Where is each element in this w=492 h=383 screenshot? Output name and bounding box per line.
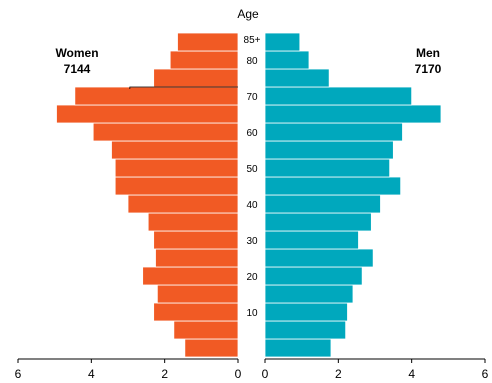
men-legend-label: Men 7170: [415, 46, 442, 76]
age-tick-label: 70: [246, 92, 258, 103]
women-bar: [92, 122, 239, 142]
age-tick-label: 40: [246, 200, 258, 211]
women-x-axis: 6 4 2 0: [15, 358, 242, 381]
women-axis-tick-label: 4: [88, 367, 95, 381]
women-bar: [114, 158, 239, 178]
men-bar: [264, 284, 354, 304]
women-bar: [153, 68, 239, 88]
men-bar: [264, 158, 391, 178]
women-bar: [142, 266, 239, 286]
men-bar: [264, 248, 374, 268]
women-bars: [56, 32, 239, 358]
women-bar: [56, 104, 239, 124]
women-bar: [127, 194, 239, 214]
women-bar: [169, 50, 239, 70]
women-bar: [155, 248, 239, 268]
women-previous-outline: [129, 86, 238, 89]
men-bar: [264, 194, 381, 214]
women-bar: [177, 32, 239, 52]
men-series-total: 7170: [415, 62, 442, 76]
age-tick-label: 80: [246, 56, 258, 67]
women-bar: [173, 320, 239, 340]
men-axis-tick-label: 6: [482, 367, 489, 381]
women-axis-tick-label: 2: [161, 367, 168, 381]
women-legend-label: Women 7144: [55, 46, 98, 76]
age-tick-label: 30: [246, 236, 258, 247]
women-bar: [153, 302, 239, 322]
men-bar: [264, 302, 348, 322]
women-bar: [156, 284, 239, 304]
women-bar: [153, 230, 239, 250]
women-bar: [111, 140, 239, 160]
men-series-name: Men: [416, 46, 440, 60]
men-bar: [264, 338, 332, 358]
women-series-name: Women: [55, 46, 98, 60]
men-bars: [264, 32, 442, 358]
men-bar: [264, 122, 403, 142]
women-bar: [114, 176, 239, 196]
women-series-total: 7144: [64, 62, 91, 76]
age-tick-label: 50: [246, 164, 258, 175]
age-tick-label: 60: [246, 128, 258, 139]
men-bar: [264, 212, 372, 232]
men-x-axis: 0 2 4 6: [262, 358, 489, 381]
age-tick-labels: 85+ 80 70 60 50 40 30 20 10: [244, 35, 261, 319]
men-bar: [264, 230, 359, 250]
women-bar: [74, 86, 239, 106]
men-bar: [264, 50, 310, 70]
women-bar: [184, 338, 239, 358]
age-tick-label: 20: [246, 272, 258, 283]
women-axis-tick-label: 6: [15, 367, 22, 381]
women-axis-tick-label: 0: [235, 367, 242, 381]
men-bar: [264, 104, 442, 124]
men-bar: [264, 86, 413, 106]
men-bar: [264, 266, 363, 286]
chart-title: Age: [237, 7, 259, 21]
men-bar: [264, 176, 402, 196]
age-tick-label: 85+: [244, 35, 261, 46]
men-bar: [264, 320, 347, 340]
men-bar: [264, 32, 301, 52]
men-axis-tick-label: 4: [408, 367, 415, 381]
men-axis-tick-label: 2: [335, 367, 342, 381]
men-axis-tick-label: 0: [262, 367, 269, 381]
age-tick-label: 10: [246, 308, 258, 319]
men-bar: [264, 68, 330, 88]
women-bar: [147, 212, 239, 232]
men-bar: [264, 140, 394, 160]
